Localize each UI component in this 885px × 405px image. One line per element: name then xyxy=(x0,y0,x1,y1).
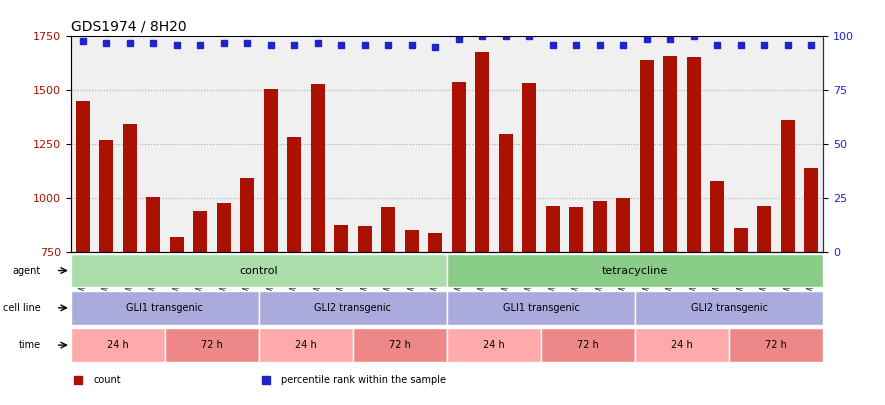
Bar xyxy=(264,89,278,252)
Text: control: control xyxy=(240,266,278,275)
FancyBboxPatch shape xyxy=(729,328,823,362)
Text: cell line: cell line xyxy=(3,303,41,313)
FancyBboxPatch shape xyxy=(447,328,541,362)
FancyBboxPatch shape xyxy=(541,328,635,362)
Text: 24 h: 24 h xyxy=(295,340,317,350)
Bar xyxy=(687,57,701,252)
Text: 72 h: 72 h xyxy=(201,340,223,350)
Bar xyxy=(734,228,748,252)
Text: GLI1 transgenic: GLI1 transgenic xyxy=(503,303,580,313)
FancyBboxPatch shape xyxy=(447,254,823,287)
FancyBboxPatch shape xyxy=(71,328,165,362)
Text: agent: agent xyxy=(12,266,41,275)
Bar xyxy=(781,120,795,252)
Bar xyxy=(758,206,772,252)
Bar xyxy=(358,226,372,252)
Text: GLI2 transgenic: GLI2 transgenic xyxy=(314,303,391,313)
Bar xyxy=(428,232,442,252)
Bar xyxy=(146,197,160,252)
FancyBboxPatch shape xyxy=(447,291,635,324)
FancyBboxPatch shape xyxy=(259,291,447,324)
Text: percentile rank within the sample: percentile rank within the sample xyxy=(281,375,446,385)
Text: 24 h: 24 h xyxy=(671,340,693,350)
Bar xyxy=(217,203,231,252)
Text: 72 h: 72 h xyxy=(389,340,411,350)
Bar xyxy=(804,168,819,252)
Bar xyxy=(404,230,419,252)
Bar xyxy=(451,82,466,252)
Text: tetracycline: tetracycline xyxy=(602,266,668,275)
Bar xyxy=(75,101,89,252)
Bar xyxy=(381,207,396,252)
Bar xyxy=(193,211,207,252)
FancyBboxPatch shape xyxy=(259,328,353,362)
FancyBboxPatch shape xyxy=(71,291,259,324)
Bar xyxy=(170,237,184,252)
FancyBboxPatch shape xyxy=(71,254,447,287)
Text: 72 h: 72 h xyxy=(577,340,599,350)
Bar xyxy=(663,56,677,252)
FancyBboxPatch shape xyxy=(165,328,259,362)
Bar xyxy=(710,181,724,252)
Bar xyxy=(546,206,560,252)
Bar xyxy=(122,124,136,252)
Bar xyxy=(335,225,348,252)
Text: 24 h: 24 h xyxy=(483,340,504,350)
Bar xyxy=(475,51,489,252)
Bar xyxy=(593,201,607,252)
FancyBboxPatch shape xyxy=(353,328,447,362)
FancyBboxPatch shape xyxy=(635,291,823,324)
Bar xyxy=(616,198,630,252)
FancyBboxPatch shape xyxy=(635,328,729,362)
Text: GDS1974 / 8H20: GDS1974 / 8H20 xyxy=(71,20,187,34)
Bar xyxy=(569,207,583,252)
Text: GLI1 transgenic: GLI1 transgenic xyxy=(127,303,204,313)
Bar xyxy=(287,136,301,252)
Text: time: time xyxy=(19,340,41,350)
Bar xyxy=(522,83,536,252)
Text: GLI2 transgenic: GLI2 transgenic xyxy=(690,303,767,313)
Bar xyxy=(240,177,254,252)
Text: count: count xyxy=(94,375,121,385)
Text: 72 h: 72 h xyxy=(766,340,787,350)
Bar xyxy=(498,134,512,252)
Bar xyxy=(640,60,654,252)
Bar xyxy=(311,84,325,252)
Bar xyxy=(99,140,113,252)
Text: 24 h: 24 h xyxy=(107,340,128,350)
